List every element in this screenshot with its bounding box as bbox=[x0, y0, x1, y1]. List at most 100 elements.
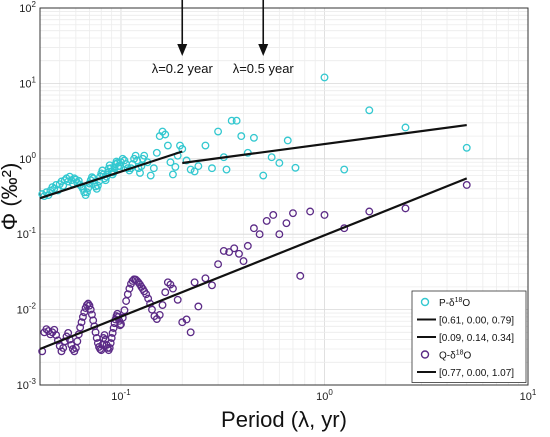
plot-marks bbox=[38, 73, 471, 356]
data-point-series-3 bbox=[109, 324, 118, 332]
data-point-series-3 bbox=[239, 257, 248, 266]
data-point-series-3 bbox=[105, 344, 114, 352]
data-point-series-3 bbox=[269, 211, 278, 219]
data-point-series-3 bbox=[158, 301, 167, 309]
data-point-series-0 bbox=[291, 163, 300, 172]
data-point-series-0 bbox=[166, 158, 175, 167]
legend-label-0: P-δ18O bbox=[439, 297, 470, 309]
x-tick-label: 101 bbox=[520, 388, 537, 403]
data-point-series-3 bbox=[76, 323, 85, 332]
data-point-series-0 bbox=[131, 151, 140, 160]
data-point-series-0 bbox=[222, 165, 231, 174]
data-point-series-0 bbox=[161, 130, 170, 139]
data-point-series-3 bbox=[296, 271, 305, 280]
data-point-series-0 bbox=[227, 116, 236, 125]
data-point-series-0 bbox=[365, 106, 374, 115]
data-point-series-3 bbox=[173, 295, 182, 304]
annotations: λ=0.2 year λ=0.5 year bbox=[152, 0, 295, 76]
data-point-series-0 bbox=[462, 143, 471, 152]
data-point-series-3 bbox=[161, 288, 170, 297]
legend-marker-0 bbox=[420, 297, 430, 307]
data-point-series-0 bbox=[232, 116, 241, 125]
data-point-series-0 bbox=[84, 184, 93, 192]
legend-label-4: [0.77, 0.00, 1.07] bbox=[439, 368, 514, 379]
y-tick-label: 100 bbox=[19, 151, 36, 166]
data-point-series-3 bbox=[462, 180, 471, 189]
data-point-series-3 bbox=[255, 230, 264, 239]
data-point-series-0 bbox=[93, 181, 102, 190]
y-tick-label: 10-3 bbox=[17, 377, 37, 392]
data-point-series-3 bbox=[208, 281, 216, 290]
data-point-series-3 bbox=[249, 224, 258, 233]
data-point-series-0 bbox=[171, 162, 180, 171]
y-tick-base: 10 bbox=[17, 229, 29, 241]
x-tick-base: 10 bbox=[520, 391, 532, 403]
y-tick-base: 10 bbox=[19, 78, 31, 90]
data-point-series-3 bbox=[320, 211, 329, 219]
data-point-series-3 bbox=[225, 248, 234, 256]
data-point-series-3 bbox=[282, 219, 291, 228]
annotation-arrowhead bbox=[258, 44, 269, 56]
data-point-series-3 bbox=[106, 339, 115, 348]
y-tick-base: 10 bbox=[19, 3, 31, 15]
x-tick-exponent: 0 bbox=[328, 388, 333, 397]
data-point-series-3 bbox=[52, 331, 61, 339]
x-tick-base: 10 bbox=[316, 391, 328, 403]
data-point-series-0 bbox=[320, 73, 329, 82]
data-point-series-3 bbox=[401, 204, 410, 213]
y-tick-exponent: 2 bbox=[32, 0, 37, 9]
legend-label-base: Q-δ bbox=[439, 351, 456, 362]
data-point-series-3 bbox=[155, 310, 164, 319]
data-point-series-3 bbox=[120, 306, 129, 315]
legend-label-superscript: 18 bbox=[456, 350, 464, 357]
data-point-series-0 bbox=[182, 156, 191, 165]
annotation-label: λ=0.5 year bbox=[233, 61, 295, 76]
data-point-series-0 bbox=[140, 151, 149, 160]
fit-line-4 bbox=[39, 177, 468, 351]
x-axis-title: Period (λ, yr) bbox=[221, 407, 347, 432]
data-point-series-0 bbox=[149, 164, 158, 173]
data-point-series-3 bbox=[190, 278, 199, 287]
data-point-series-3 bbox=[86, 305, 95, 314]
data-point-series-0 bbox=[65, 172, 74, 181]
data-point-series-0 bbox=[259, 171, 268, 180]
y-tick-label: 101 bbox=[19, 75, 36, 90]
data-point-series-3 bbox=[194, 302, 203, 311]
data-point-series-0 bbox=[201, 141, 210, 150]
data-point-series-3 bbox=[306, 207, 315, 216]
legend-label-3: Q-δ18O bbox=[439, 350, 471, 362]
fit-line-1 bbox=[39, 150, 183, 200]
data-point-series-0 bbox=[152, 148, 161, 157]
data-point-series-3 bbox=[142, 290, 151, 299]
data-point-series-3 bbox=[166, 280, 175, 289]
data-point-series-0 bbox=[237, 132, 246, 141]
y-tick-base: 10 bbox=[17, 380, 29, 392]
data-point-series-0 bbox=[249, 133, 258, 142]
data-point-series-3 bbox=[144, 294, 153, 303]
legend-marker-3 bbox=[420, 350, 430, 359]
x-tick-label: 100 bbox=[316, 388, 333, 403]
data-point-series-3 bbox=[168, 284, 177, 293]
legend-label-tail: O bbox=[462, 298, 470, 309]
data-point-series-3 bbox=[289, 209, 297, 218]
data-point-series-3 bbox=[275, 230, 284, 239]
data-point-series-3 bbox=[230, 244, 239, 253]
data-point-series-3 bbox=[108, 329, 117, 337]
data-point-series-0 bbox=[59, 181, 68, 190]
data-point-series-0 bbox=[82, 188, 91, 197]
data-point-series-0 bbox=[120, 156, 129, 165]
y-tick-label: 10-1 bbox=[17, 226, 37, 241]
y-tick-exponent: -1 bbox=[29, 226, 37, 235]
data-point-series-0 bbox=[194, 162, 203, 171]
data-point-series-0 bbox=[190, 167, 199, 176]
data-point-series-0 bbox=[267, 153, 276, 162]
y-tick-base: 10 bbox=[19, 154, 31, 166]
data-point-series-3 bbox=[96, 345, 105, 353]
data-point-series-3 bbox=[219, 246, 228, 255]
data-point-series-3 bbox=[91, 328, 100, 337]
data-point-series-3 bbox=[148, 305, 156, 314]
data-point-series-3 bbox=[85, 301, 94, 310]
legend-label-superscript: 18 bbox=[455, 297, 463, 304]
